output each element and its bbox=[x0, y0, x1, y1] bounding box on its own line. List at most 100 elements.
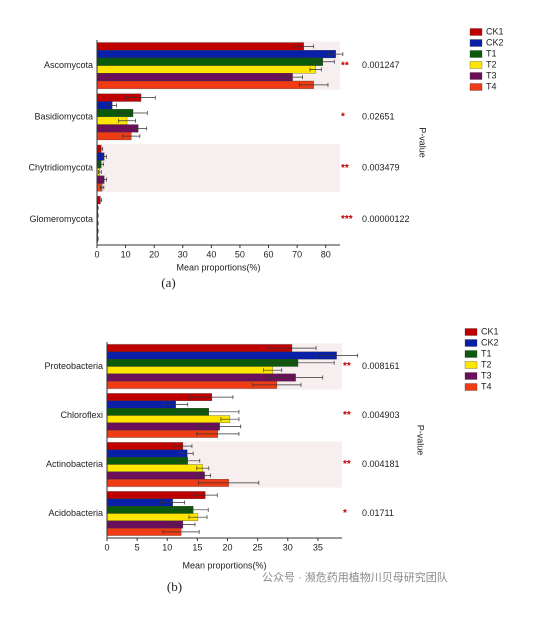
error-bar bbox=[170, 522, 196, 527]
error-bar bbox=[100, 185, 105, 190]
error-bar bbox=[101, 177, 107, 182]
legend-swatch bbox=[469, 28, 483, 36]
y2-axis-label: P-value bbox=[418, 127, 428, 158]
caption: (b) bbox=[167, 579, 182, 594]
legend-label: T2 bbox=[486, 59, 497, 69]
bar bbox=[106, 351, 337, 360]
p-value: 0.02651 bbox=[362, 111, 395, 121]
category-label: Actinobacteria bbox=[46, 459, 103, 469]
legend-swatch bbox=[469, 39, 483, 47]
bar bbox=[106, 415, 231, 423]
p-value: 0.004181 bbox=[362, 459, 400, 469]
error-bar bbox=[190, 395, 234, 400]
x-tick-label: 50 bbox=[235, 249, 245, 259]
bar bbox=[106, 373, 296, 382]
error-bar bbox=[267, 346, 317, 351]
x-tick-label: 60 bbox=[264, 249, 274, 259]
error-bar bbox=[198, 480, 260, 485]
bar bbox=[106, 442, 184, 450]
x-tick-label: 70 bbox=[292, 249, 302, 259]
legend-swatch bbox=[464, 339, 478, 347]
error-bar bbox=[198, 473, 211, 478]
p-value: 0.008161 bbox=[362, 361, 400, 371]
error-bar bbox=[177, 507, 209, 512]
legend-label: CK2 bbox=[486, 37, 504, 47]
bar bbox=[106, 381, 278, 389]
x-tick-label: 30 bbox=[178, 249, 188, 259]
x-tick-label: 10 bbox=[162, 542, 172, 552]
legend-swatch bbox=[464, 361, 478, 369]
bar bbox=[106, 471, 205, 480]
legend-swatch bbox=[469, 72, 483, 80]
legend-label: T2 bbox=[481, 359, 492, 369]
error-bar bbox=[309, 67, 322, 72]
legend-label: T3 bbox=[481, 370, 492, 380]
x-axis-label: Mean proportions(%) bbox=[176, 262, 260, 272]
error-bar bbox=[122, 134, 141, 139]
significance: ** bbox=[341, 60, 349, 71]
legend-label: T4 bbox=[486, 81, 497, 91]
legend-label: T4 bbox=[481, 381, 492, 391]
x-tick-label: 0 bbox=[104, 542, 109, 552]
error-bar bbox=[192, 493, 218, 498]
significance: ** bbox=[343, 410, 351, 421]
bar bbox=[106, 464, 203, 472]
error-bar bbox=[328, 52, 344, 57]
error-bar bbox=[97, 221, 99, 226]
legend-swatch bbox=[469, 50, 483, 58]
error-bar bbox=[101, 154, 107, 159]
p-value: 0.001247 bbox=[362, 60, 400, 70]
legend-swatch bbox=[469, 61, 483, 69]
bar bbox=[106, 366, 273, 374]
category-label: Basidiomycota bbox=[34, 111, 93, 121]
legend-label: CK2 bbox=[481, 337, 499, 347]
legend-label: T1 bbox=[481, 348, 492, 358]
error-bar bbox=[196, 466, 210, 471]
error-bar bbox=[97, 205, 99, 210]
category-label: Proteobacteria bbox=[44, 361, 103, 371]
error-bar bbox=[163, 402, 189, 407]
x-tick-label: 35 bbox=[313, 542, 323, 552]
error-bar bbox=[198, 424, 242, 429]
p-value: 0.004903 bbox=[362, 410, 400, 420]
significance: * bbox=[341, 112, 345, 123]
error-bar bbox=[129, 126, 148, 131]
error-bar bbox=[98, 169, 102, 174]
category-label: Chloroflexi bbox=[60, 410, 103, 420]
caption: (a) bbox=[161, 275, 175, 290]
x-tick-label: 25 bbox=[253, 542, 263, 552]
x-tick-label: 0 bbox=[94, 249, 99, 259]
significance: ** bbox=[343, 459, 351, 470]
error-bar bbox=[220, 417, 240, 422]
error-bar bbox=[268, 375, 324, 380]
bar bbox=[96, 65, 316, 74]
x-axis-label: Mean proportions(%) bbox=[182, 560, 266, 570]
error-bar bbox=[97, 236, 99, 241]
error-bar bbox=[263, 368, 283, 373]
row-band bbox=[97, 144, 340, 193]
category-label: Acidobacteria bbox=[48, 508, 103, 518]
error-bar bbox=[299, 82, 329, 87]
bar bbox=[106, 513, 199, 521]
error-bar bbox=[126, 95, 156, 100]
p-value: 0.01711 bbox=[362, 508, 394, 518]
watermark: 公众号 · 濒危药用植物川贝母研究团队 bbox=[262, 570, 448, 584]
p-value: 0.003479 bbox=[362, 163, 400, 173]
legend-swatch bbox=[464, 350, 478, 358]
bar bbox=[96, 57, 323, 66]
error-bar bbox=[162, 529, 200, 534]
bar bbox=[96, 50, 336, 59]
legend-swatch bbox=[464, 383, 478, 391]
error-bar bbox=[252, 382, 302, 387]
error-bar bbox=[282, 75, 303, 80]
category-label: Ascomycota bbox=[44, 60, 93, 70]
error-bar bbox=[315, 353, 359, 358]
legend-swatch bbox=[464, 328, 478, 336]
significance: *** bbox=[341, 214, 353, 225]
legend-label: CK1 bbox=[481, 326, 499, 336]
error-bar bbox=[99, 146, 104, 151]
error-bar bbox=[196, 431, 240, 436]
significance: ** bbox=[343, 361, 351, 372]
y2-axis-label: P-value bbox=[416, 425, 426, 456]
